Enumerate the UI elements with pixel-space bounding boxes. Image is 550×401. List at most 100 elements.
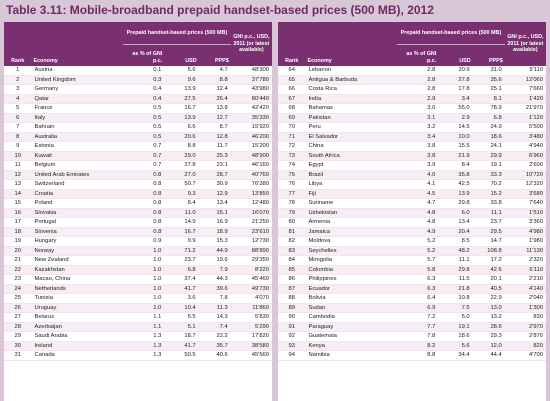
ppp-cell: 25.1 — [472, 84, 505, 95]
gni-cell: 8'220 — [230, 265, 272, 275]
economy-cell: Saudi Arabia — [31, 331, 124, 342]
ppp-cell: 108.8 — [472, 246, 505, 256]
gni-cell: 23'610 — [230, 227, 272, 237]
rank-cell: 85 — [278, 265, 306, 275]
ppp-cell: 17.2 — [472, 255, 505, 266]
rank-cell: 71 — [278, 132, 306, 142]
gni-cell: 4'980 — [504, 227, 546, 237]
pct-gni-cell: 0.9 — [123, 236, 165, 247]
economy-cell: New Zealand — [31, 255, 124, 266]
gni-cell: 76'380 — [230, 179, 272, 190]
pct-gni-cell: 0.1 — [123, 66, 165, 76]
usd-cell: 16.7 — [164, 103, 199, 114]
table-row: 69 Pakistan 3.1 2.9 6.8 1'120 — [278, 113, 546, 123]
pct-gni-cell: 6.3 — [397, 274, 439, 285]
gni-cell: 45'460 — [230, 274, 272, 285]
pct-gni-cell: 5.2 — [397, 236, 439, 247]
pct-gni-cell: 1.0 — [123, 284, 165, 294]
gni-cell: 2'600 — [504, 160, 546, 171]
usd-cell: 6.0 — [438, 208, 473, 218]
usd-cell: 13.9 — [438, 189, 473, 199]
rank-cell: 64 — [278, 66, 306, 76]
usd-cell: 50.5 — [164, 350, 199, 361]
pct-gni-cell: 6.4 — [397, 293, 439, 304]
ppp-cell: 31.0 — [472, 66, 505, 76]
rank-cell: 17 — [4, 217, 32, 228]
price-group-header: Prepaid handset-based prices (500 MB) — [123, 22, 231, 45]
table-row: 24 Netherlands 1.0 41.7 39.6 49'730 — [4, 284, 272, 294]
ppp-cell: 11.7 — [198, 141, 231, 152]
economy-cell: Kuwait — [31, 151, 124, 161]
table-row: 79 Uzbekistan 4.8 6.0 11.1 1'510 — [278, 208, 546, 218]
economy-cell: Namibia — [305, 350, 398, 361]
pct-gni-cell: 6.9 — [397, 303, 439, 313]
gni-cell: 7'640 — [504, 198, 546, 209]
table-row: 73 South Africa 3.8 21.9 29.9 6'960 — [278, 151, 546, 161]
gni-header: GNI p.c., USD, 2011 (or latest available… — [504, 22, 546, 66]
pct-gni-cell: 0.8 — [123, 227, 165, 237]
economy-cell: China — [305, 141, 398, 152]
gni-header: GNI p.c., USD, 2011 (or latest available… — [230, 22, 272, 66]
economy-cell: Armenia — [305, 217, 398, 228]
economy-header: Economy — [305, 44, 398, 66]
ppp-cell: 4.7 — [198, 66, 231, 76]
usd-cell: 10.0 — [438, 132, 473, 142]
usd-cell: 27.8 — [164, 160, 199, 171]
table-row: 30 Ireland 1.3 41.7 35.7 38'580 — [4, 341, 272, 351]
ppp-cell: 29.3 — [472, 331, 505, 342]
table-row: 15 Poland 0.8 8.4 13.4 12'480 — [4, 198, 272, 209]
table-row: 17 Portugal 0.8 14.9 16.9 21'250 — [4, 217, 272, 228]
price-table-right: Prepaid handset-based prices (500 MB) GN… — [278, 22, 546, 361]
table-row: 7 Bahrain 0.5 6.6 8.7 15'920 — [4, 122, 272, 133]
pct-gni-cell: 0.8 — [123, 208, 165, 218]
usd-cell: 7.5 — [438, 303, 473, 313]
rank-cell: 24 — [4, 284, 32, 294]
table-row: 64 Lebanon 2.8 20.9 31.0 9'110 — [278, 66, 546, 76]
gni-cell: 80'440 — [230, 94, 272, 104]
usd-cell: 34.4 — [438, 350, 473, 361]
usd-cell: 5.6 — [164, 66, 199, 76]
rank-cell: 16 — [4, 208, 32, 218]
pct-gni-cell: 3.4 — [397, 132, 439, 142]
pct-gni-cell: 3.9 — [397, 160, 439, 171]
gni-cell: 35'330 — [230, 113, 272, 123]
rank-cell: 2 — [4, 75, 32, 85]
table-row: 5 France 0.5 16.7 13.8 42'420 — [4, 103, 272, 114]
gni-cell: 13'850 — [230, 189, 272, 199]
pct-gni-cell: 8.8 — [397, 350, 439, 361]
table-row: 6 Italy 0.5 13.9 12.7 35'330 — [4, 113, 272, 123]
table-row: 87 Ecuador 6.3 21.8 40.5 4'140 — [278, 284, 546, 294]
pct-gni-cell: 1.0 — [123, 255, 165, 266]
economy-cell: Macao, China — [31, 274, 124, 285]
pct-gni-cell: 1.3 — [123, 341, 165, 351]
usd-cell: 14.9 — [164, 217, 199, 228]
pct-gni-cell: 3.1 — [397, 113, 439, 123]
rank-cell: 82 — [278, 236, 306, 247]
usd-cell: 9.3 — [164, 189, 199, 199]
ppp-cell: 7.4 — [198, 322, 231, 332]
economy-cell: Lebanon — [305, 66, 398, 76]
rank-cell: 75 — [278, 170, 306, 180]
ppp-cell: 19.1 — [472, 160, 505, 171]
table-row: 84 Mongolia 5.7 11.1 17.2 2'320 — [278, 255, 546, 266]
gni-cell: 21'970 — [504, 103, 546, 114]
ppp-cell: 35.7 — [198, 341, 231, 351]
rank-cell: 81 — [278, 227, 306, 237]
economy-cell: Egypt — [305, 160, 398, 171]
ppp-cell: 7.9 — [198, 265, 231, 275]
gni-cell: 40'760 — [230, 170, 272, 180]
pct-gni-cell: 0.5 — [123, 113, 165, 123]
ppp-cell: 24.9 — [472, 122, 505, 133]
pct-gni-cell: 0.8 — [123, 179, 165, 190]
gni-cell: 1'980 — [504, 236, 546, 247]
usd-cell: 20.9 — [438, 66, 473, 76]
economy-cell: Ireland — [31, 341, 124, 351]
gni-cell: 48'900 — [230, 151, 272, 161]
header-spacer — [4, 22, 32, 45]
economy-header: Economy — [31, 44, 124, 66]
usd-cell: 20.4 — [438, 227, 473, 237]
ppp-cell: 42.6 — [472, 265, 505, 275]
table-row: 4 Qatar 0.4 27.5 26.4 80'440 — [4, 94, 272, 104]
ppp-cell: 15.3 — [198, 236, 231, 247]
usd-cell: 27.5 — [164, 94, 199, 104]
